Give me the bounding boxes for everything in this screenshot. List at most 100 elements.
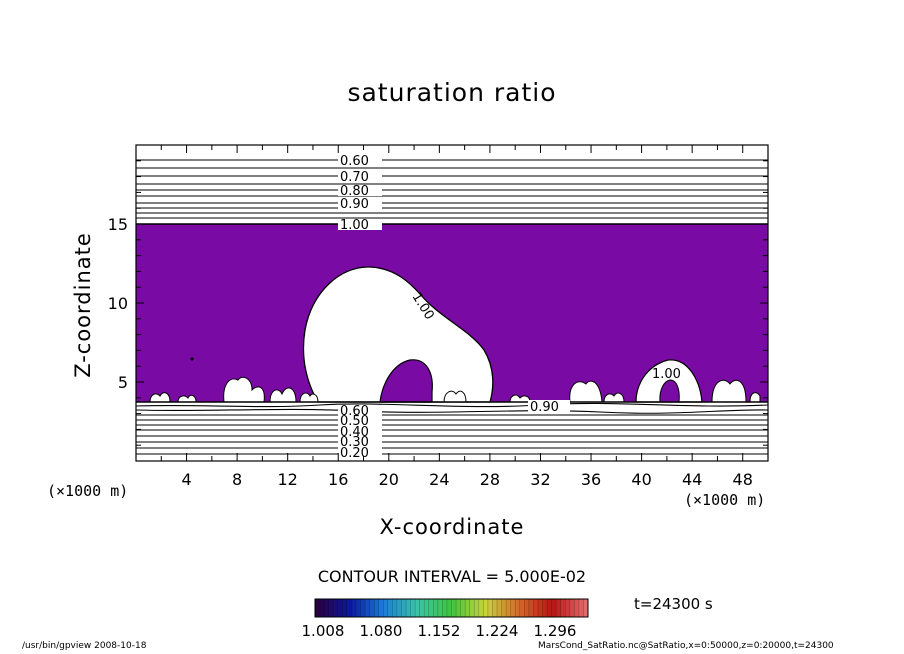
contour-label-lower: 0.20 <box>340 446 369 461</box>
colorbar-cell <box>556 599 562 617</box>
y-tick-label: 10 <box>108 294 128 313</box>
colorbar-cell <box>433 599 439 617</box>
colorbar-cell <box>547 599 553 617</box>
colorbar-cell <box>501 599 507 617</box>
colorbar-cell <box>374 599 380 617</box>
colorbar-tick-label: 1.008 <box>302 622 345 640</box>
colorbar-cell <box>392 599 398 617</box>
x-tick-label: 4 <box>181 470 191 489</box>
colorbar-cell <box>578 599 584 617</box>
colorbar-cell <box>337 599 343 617</box>
colorbar-cell <box>406 599 412 617</box>
colorbar-cell <box>565 599 571 617</box>
contour-label-lower: 0.50 <box>340 414 369 429</box>
chart-title: saturation ratio <box>347 78 557 107</box>
contour-label-upper: 0.60 <box>340 154 369 169</box>
colorbar-cell <box>497 599 503 617</box>
colorbar-cell <box>387 599 393 617</box>
dome-arch <box>379 359 433 403</box>
contour-interval-text: CONTOUR INTERVAL = 5.000E-02 <box>317 567 587 586</box>
colorbar-cell <box>319 599 325 617</box>
x-tick-label: 12 <box>278 470 298 489</box>
colorbar-cell <box>415 599 421 617</box>
dome-bubble <box>302 266 494 403</box>
colorbar-cell <box>419 599 425 617</box>
footer-left: /usr/bin/gpview 2008-10-18 <box>22 641 147 651</box>
colorbar-cell <box>355 599 361 617</box>
colorbar-cell <box>351 599 357 617</box>
colorbar-cell <box>483 599 489 617</box>
colorbar-cell <box>560 599 566 617</box>
contour-label-upper: 0.90 <box>340 197 369 212</box>
contour-label-upper: 0.80 <box>340 184 369 199</box>
colorbar-cell <box>401 599 407 617</box>
colorbar-cell <box>574 599 580 617</box>
contour-label-lower: 0.30 <box>340 435 369 450</box>
contour-label-inline: 0.90 <box>530 400 559 415</box>
contour-label-inline: 1.00 <box>652 367 681 382</box>
colorbar-tick-label: 1.080 <box>360 622 403 640</box>
contour-label-upper: 0.70 <box>340 170 369 185</box>
colorbar-cell <box>551 599 557 617</box>
colorbar-cell <box>437 599 443 617</box>
colorbar-cell <box>583 599 589 617</box>
colorbar-cell <box>369 599 375 617</box>
x-tick-label: 32 <box>530 470 550 489</box>
x-tick-label: 36 <box>581 470 601 489</box>
colorbar-cell <box>360 599 366 617</box>
colorbar-cell <box>478 599 484 617</box>
footer-right: MarsCond_SatRatio.nc@SatRatio,x=0:50000,… <box>538 641 834 651</box>
colorbar-cell <box>428 599 434 617</box>
colorbar-cell <box>424 599 430 617</box>
x-tick-label: 44 <box>682 470 702 489</box>
y-axis: 5 10 15 <box>108 160 768 446</box>
colorbar-tick-label: 1.224 <box>476 622 519 640</box>
x-tick-label: 40 <box>631 470 651 489</box>
colorbar-cell <box>410 599 416 617</box>
y-axis-label: Z-coordinate <box>71 232 95 378</box>
colorbar-tick-label: 1.152 <box>418 622 461 640</box>
colorbar-cell <box>510 599 516 617</box>
x-axis: 4 8 12 16 20 24 28 32 36 40 44 48 <box>160 145 753 489</box>
colorbar-cell <box>492 599 498 617</box>
colorbar-cell <box>451 599 457 617</box>
colorbar-cell <box>365 599 371 617</box>
colorbar-cell <box>378 599 384 617</box>
colorbar-frame <box>314 598 589 618</box>
colorbar-cell <box>537 599 543 617</box>
marker-dot <box>190 357 194 361</box>
colorbar-cell <box>506 599 512 617</box>
x-tick-label: 20 <box>379 470 399 489</box>
colorbar: 1.008 1.080 1.152 1.224 1.296 <box>302 598 589 640</box>
colorbar-cell <box>446 599 452 617</box>
colorbar-cell <box>383 599 389 617</box>
colorbar-cell <box>333 599 339 617</box>
colorbar-cell <box>487 599 493 617</box>
x-axis-unit: (×1000 m) <box>684 491 766 509</box>
y-tick-label: 15 <box>108 215 128 234</box>
colorbar-cell <box>442 599 448 617</box>
colorbar-cell <box>346 599 352 617</box>
colorbar-cell <box>456 599 462 617</box>
small-dome-hole <box>659 379 680 403</box>
x-axis-label: X-coordinate <box>379 515 525 539</box>
colorbar-tick-label: 1.296 <box>534 622 577 640</box>
x-tick-label: 16 <box>328 470 348 489</box>
contour-label-upper: 1.00 <box>340 218 369 233</box>
y-tick-label: 5 <box>118 373 128 392</box>
y-axis-unit: (×1000 m) <box>47 482 129 500</box>
colorbar-cell <box>460 599 466 617</box>
colorbar-cell <box>569 599 575 617</box>
lower-contours <box>136 401 768 455</box>
colorbar-cell <box>315 599 321 617</box>
colorbar-cell <box>328 599 334 617</box>
colorbar-cell <box>533 599 539 617</box>
colorbar-cell <box>324 599 330 617</box>
colorbar-cell <box>519 599 525 617</box>
colorbar-cell <box>524 599 530 617</box>
x-tick-label: 24 <box>429 470 449 489</box>
upper-contours <box>136 159 768 225</box>
x-tick-label: 8 <box>232 470 242 489</box>
colorbar-cell <box>474 599 480 617</box>
